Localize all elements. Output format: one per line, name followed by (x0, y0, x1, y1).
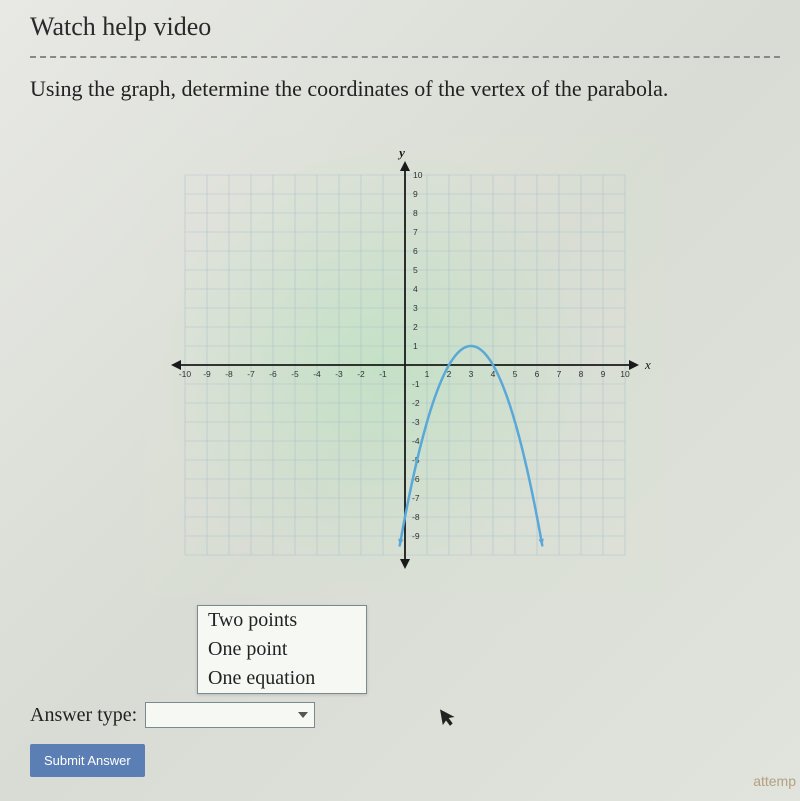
svg-text:8: 8 (413, 208, 418, 218)
question-text: Using the graph, determine the coordinat… (30, 74, 780, 105)
coordinate-graph: x y -10 -9 -8 -7 -6 -5 -4 -3 -2 -1 1 2 3 4 5 6 7 8 9 10 -9 -8 -7… (145, 135, 665, 595)
svg-text:7: 7 (557, 369, 562, 379)
watch-help-video-link[interactable]: Watch help video (30, 12, 211, 42)
svg-text:6: 6 (535, 369, 540, 379)
svg-text:-8: -8 (225, 369, 233, 379)
svg-text:-3: -3 (412, 417, 420, 427)
mouse-cursor-icon (438, 705, 461, 736)
answer-type-dropdown-options[interactable]: Two points One point One equation (197, 605, 367, 694)
svg-text:-6: -6 (269, 369, 277, 379)
svg-text:8: 8 (579, 369, 584, 379)
svg-text:y: y (397, 145, 405, 160)
svg-text:5: 5 (413, 265, 418, 275)
svg-text:1: 1 (413, 341, 418, 351)
svg-text:-4: -4 (313, 369, 321, 379)
svg-text:-8: -8 (412, 512, 420, 522)
svg-text:-4: -4 (412, 436, 420, 446)
option-one-equation[interactable]: One equation (198, 664, 366, 693)
svg-text:6: 6 (413, 246, 418, 256)
svg-text:-1: -1 (379, 369, 387, 379)
svg-text:-2: -2 (412, 398, 420, 408)
svg-text:3: 3 (469, 369, 474, 379)
svg-text:-10: -10 (179, 369, 192, 379)
svg-text:5: 5 (513, 369, 518, 379)
svg-text:3: 3 (413, 303, 418, 313)
submit-answer-button[interactable]: Submit Answer (30, 744, 145, 777)
svg-text:-7: -7 (412, 493, 420, 503)
svg-text:-9: -9 (412, 531, 420, 541)
svg-text:-5: -5 (291, 369, 299, 379)
svg-text:-9: -9 (203, 369, 211, 379)
svg-text:-2: -2 (357, 369, 365, 379)
svg-text:-1: -1 (412, 379, 420, 389)
svg-text:7: 7 (413, 227, 418, 237)
option-two-points[interactable]: Two points (198, 606, 366, 635)
svg-text:-3: -3 (335, 369, 343, 379)
svg-text:9: 9 (601, 369, 606, 379)
svg-text:2: 2 (413, 322, 418, 332)
answer-type-label: Answer type: (30, 704, 137, 727)
svg-text:10: 10 (413, 170, 423, 180)
svg-text:10: 10 (620, 369, 630, 379)
svg-text:1: 1 (425, 369, 430, 379)
attempt-text: attemp (753, 773, 796, 789)
svg-text:-7: -7 (247, 369, 255, 379)
answer-type-select[interactable] (145, 702, 315, 728)
svg-text:x: x (644, 357, 651, 372)
option-one-point[interactable]: One point (198, 635, 366, 664)
svg-text:4: 4 (413, 284, 418, 294)
svg-text:9: 9 (413, 189, 418, 199)
divider (30, 56, 780, 58)
